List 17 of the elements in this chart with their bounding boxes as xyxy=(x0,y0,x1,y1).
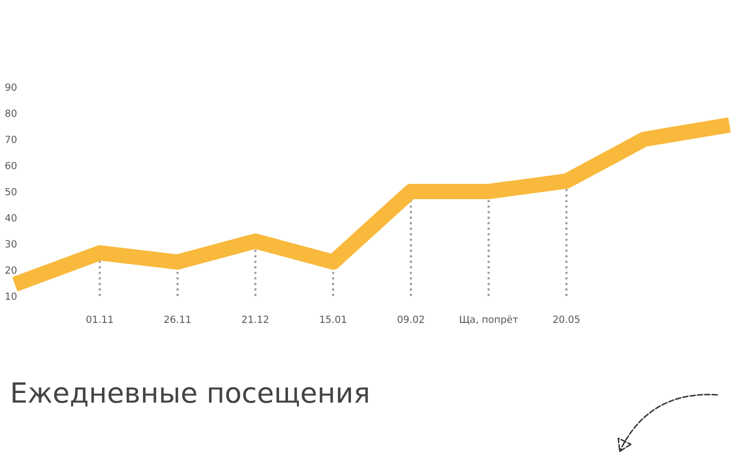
text: Ежедневные посещения xyxy=(12,382,368,406)
y-tick-label: 20 xyxy=(5,266,16,274)
x-tick-label: 09.02 xyxy=(398,316,424,323)
x-tick-label: 20.05 xyxy=(553,316,580,323)
x-tick-label: 01.11 xyxy=(86,316,113,323)
y-tick-label: 70 xyxy=(6,136,16,144)
x-tick-label: 21.12 xyxy=(242,316,268,323)
y-tick-label: 40 xyxy=(5,214,16,222)
y-tick-label: 50 xyxy=(6,188,16,196)
x-tick-label: Ща, попрёт xyxy=(460,315,518,325)
y-tick-label: 30 xyxy=(6,240,16,248)
x-tick-label: 15.01 xyxy=(320,316,346,323)
y-tick-label: 80 xyxy=(5,110,16,117)
y-tick-label: 60 xyxy=(5,162,16,170)
x-tick-label: 26.11 xyxy=(164,316,191,323)
y-tick-label: 90 xyxy=(5,83,16,91)
y-tick-label: 10 xyxy=(6,292,16,300)
